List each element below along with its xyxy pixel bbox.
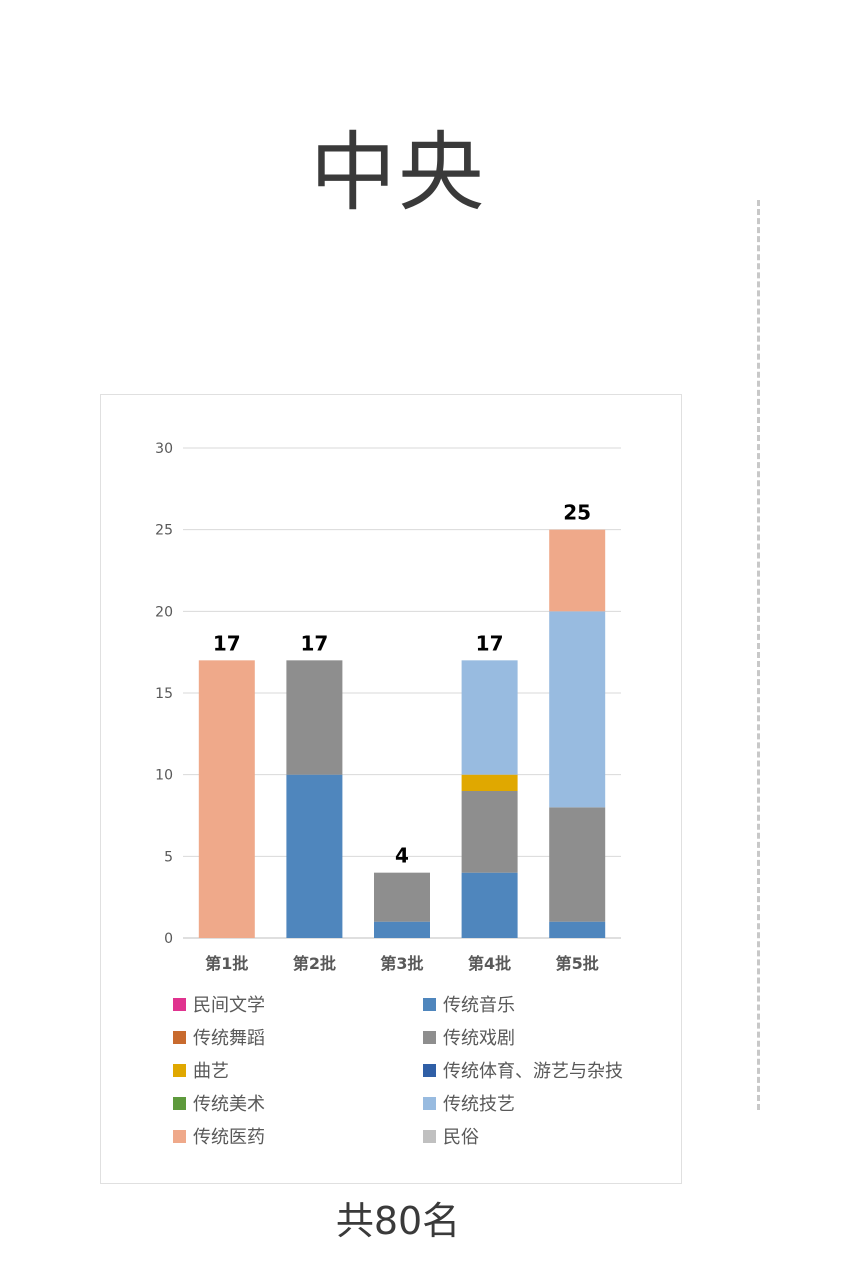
y-tick-label: 0 — [164, 931, 173, 947]
page-title: 中央 — [310, 123, 486, 223]
bar-segment — [461, 791, 518, 873]
y-tick-label: 10 — [155, 768, 173, 784]
legend-label: 传统美术 — [193, 1094, 265, 1115]
footer-total: 共80名 — [335, 1199, 461, 1243]
legend-item: 传统舞蹈 — [173, 1026, 423, 1049]
bar-segment — [549, 807, 606, 922]
legend-item: 传统医药 — [173, 1125, 423, 1148]
legend-swatch — [173, 997, 186, 1011]
bars — [198, 529, 606, 938]
y-tick-label: 15 — [155, 686, 173, 702]
bar-segment — [461, 660, 518, 775]
legend-label: 传统技艺 — [443, 1094, 515, 1115]
bar-segment — [461, 774, 518, 791]
total-data-label: 25 — [563, 501, 591, 525]
y-tick-label: 25 — [155, 523, 173, 539]
bar-segment — [374, 921, 430, 938]
chart-card: 0 5 10 15 20 25 30 第1批 17 第2批 17 第3批 4 第4批 17 第5批 25 民间文… — [100, 394, 682, 1184]
x-tick-label: 第1批 — [205, 954, 248, 973]
legend-swatch — [173, 1030, 186, 1044]
legend-item: 传统技艺 — [423, 1092, 663, 1115]
legend-item: 传统美术 — [173, 1092, 423, 1115]
legend-label: 曲艺 — [193, 1061, 229, 1082]
legend-swatch — [423, 1030, 436, 1044]
bar-segment — [286, 660, 343, 775]
legend-item: 民间文学 — [173, 993, 423, 1016]
legend-item: 传统音乐 — [423, 993, 663, 1016]
bar-segment — [198, 660, 255, 938]
gridlines — [183, 447, 621, 939]
x-tick-label: 第3批 — [380, 954, 423, 973]
legend-label: 民俗 — [443, 1127, 479, 1148]
legend-label: 传统体育、游艺与杂技 — [443, 1061, 623, 1082]
legend-swatch — [423, 997, 436, 1011]
y-tick-label: 30 — [155, 441, 173, 457]
bar-segment — [461, 872, 518, 938]
legend-swatch — [173, 1096, 186, 1110]
legend-item: 民俗 — [423, 1125, 663, 1148]
legend-label: 传统戏剧 — [443, 1028, 515, 1049]
x-tick-label: 第2批 — [293, 954, 336, 973]
bar-segment — [374, 872, 430, 922]
total-data-label: 17 — [476, 631, 504, 655]
x-tick-label: 第4批 — [468, 954, 511, 973]
bar-segment — [286, 774, 343, 938]
legend-item: 曲艺 — [173, 1059, 423, 1082]
chart-legend: 民间文学 传统音乐传统舞蹈 传统戏剧曲艺 传统体育、游艺与杂技传统美术 传统技艺传统医药… — [173, 993, 663, 1148]
legend-swatch — [423, 1129, 436, 1143]
x-tick-label: 第5批 — [556, 954, 599, 973]
total-data-label: 17 — [213, 631, 241, 655]
total-data-label: 17 — [300, 631, 328, 655]
bar-segment — [549, 611, 606, 808]
labels: 0 5 10 15 20 25 30 第1批 17 第2批 17 第3批 4 第4批 17 第5批 25 — [155, 441, 599, 973]
legend-item: 传统体育、游艺与杂技 — [423, 1059, 663, 1082]
legend-swatch — [173, 1063, 186, 1077]
bar-segment — [549, 529, 606, 612]
dashed-divider — [757, 200, 760, 1110]
legend-label: 传统医药 — [193, 1127, 265, 1148]
total-data-label: 4 — [395, 844, 409, 868]
legend-swatch — [423, 1096, 436, 1110]
y-tick-label: 5 — [164, 849, 173, 865]
legend-label: 传统音乐 — [443, 995, 515, 1016]
legend-item: 传统戏剧 — [423, 1026, 663, 1049]
legend-label: 民间文学 — [193, 995, 265, 1016]
legend-label: 传统舞蹈 — [193, 1028, 265, 1049]
stacked-bar-chart: 0 5 10 15 20 25 30 第1批 17 第2批 17 第3批 4 第4批 17 第5批 25 — [155, 441, 621, 973]
bar-segment — [549, 921, 606, 938]
legend-swatch — [423, 1063, 436, 1077]
y-tick-label: 20 — [155, 604, 173, 620]
legend-swatch — [173, 1129, 186, 1143]
